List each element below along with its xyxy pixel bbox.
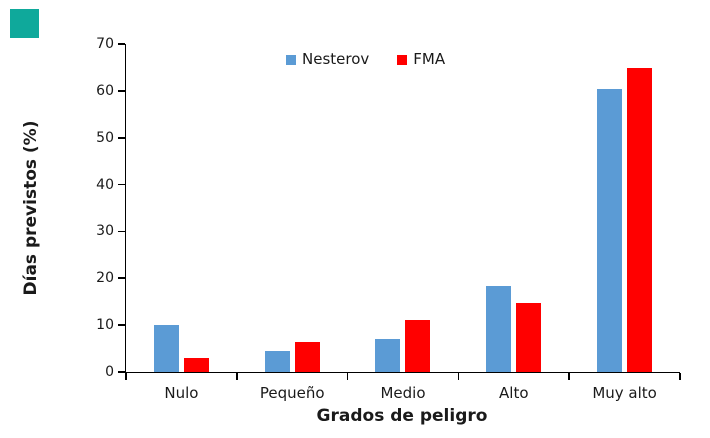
bar-nesterov-nulo bbox=[153, 325, 179, 372]
x-category-label: Alto bbox=[499, 384, 529, 402]
bar-fma-muy-alto bbox=[627, 68, 653, 372]
bar-nesterov-pequeño bbox=[264, 350, 290, 372]
y-tick-label: 10 bbox=[96, 317, 114, 334]
y-tick-label: 60 bbox=[96, 82, 114, 99]
y-tick-mark bbox=[118, 136, 125, 139]
x-tick-mark bbox=[679, 373, 681, 380]
y-tick-mark bbox=[118, 43, 125, 45]
bar-fma-medio bbox=[405, 319, 431, 372]
plot-area: Nulo Pequeño Medio Alto Muy alto 0 10 20 30 40 50… bbox=[96, 37, 681, 402]
legend-swatch-icon bbox=[397, 54, 408, 65]
y-tick-mark bbox=[118, 90, 125, 92]
bar-nesterov-medio bbox=[375, 339, 401, 372]
bar-nesterov-alto bbox=[486, 286, 512, 372]
bar-group-medio: Medio bbox=[348, 44, 459, 402]
legend: Nesterov FMA bbox=[286, 52, 445, 67]
y-tick-label: 20 bbox=[96, 270, 114, 287]
x-tick-mark bbox=[568, 373, 570, 380]
y-tick-label: 40 bbox=[96, 176, 114, 193]
bar-group-alto: Alto bbox=[458, 44, 569, 402]
x-tick-mark bbox=[457, 373, 460, 380]
x-axis-title: Grados de peligro bbox=[316, 406, 488, 426]
legend-item-nesterov: Nesterov bbox=[286, 52, 369, 67]
corner-color-swatch bbox=[10, 9, 39, 38]
bar-fma-alto bbox=[516, 303, 542, 372]
legend-label: Nesterov bbox=[302, 50, 370, 68]
x-tick-mark bbox=[346, 373, 349, 380]
y-tick-mark bbox=[118, 183, 125, 186]
y-tick-label: 0 bbox=[105, 364, 114, 380]
x-tick-mark bbox=[236, 373, 238, 380]
legend-swatch-icon bbox=[286, 54, 296, 65]
legend-item-fma: FMA bbox=[397, 52, 445, 67]
bar-group-muy-alto: Muy alto bbox=[569, 44, 680, 402]
y-tick-mark bbox=[118, 324, 125, 326]
y-tick-label: 50 bbox=[96, 129, 114, 146]
bar-nesterov-muy-alto bbox=[597, 88, 623, 372]
x-category-label: Muy alto bbox=[592, 384, 657, 402]
bar-group-pequeño: Pequeño bbox=[237, 44, 348, 402]
bar-fma-pequeño bbox=[294, 341, 320, 372]
y-axis-title: Días previstos (%) bbox=[21, 120, 41, 296]
legend-label: FMA bbox=[413, 50, 446, 68]
bar-group-nulo: Nulo bbox=[126, 44, 237, 402]
bar-fma-nulo bbox=[183, 358, 209, 372]
x-tick-mark bbox=[125, 373, 127, 380]
x-category-label: Nulo bbox=[164, 384, 199, 402]
y-tick-mark bbox=[118, 371, 125, 373]
y-tick-mark bbox=[118, 230, 125, 233]
y-tick-label: 30 bbox=[96, 223, 114, 240]
x-category-label: Medio bbox=[380, 384, 426, 402]
y-tick-mark bbox=[118, 277, 125, 280]
y-tick-label: 70 bbox=[96, 36, 114, 52]
bar-groups: Nulo Pequeño Medio Alto Muy alto bbox=[126, 44, 680, 402]
x-category-label: Pequeño bbox=[259, 384, 325, 402]
